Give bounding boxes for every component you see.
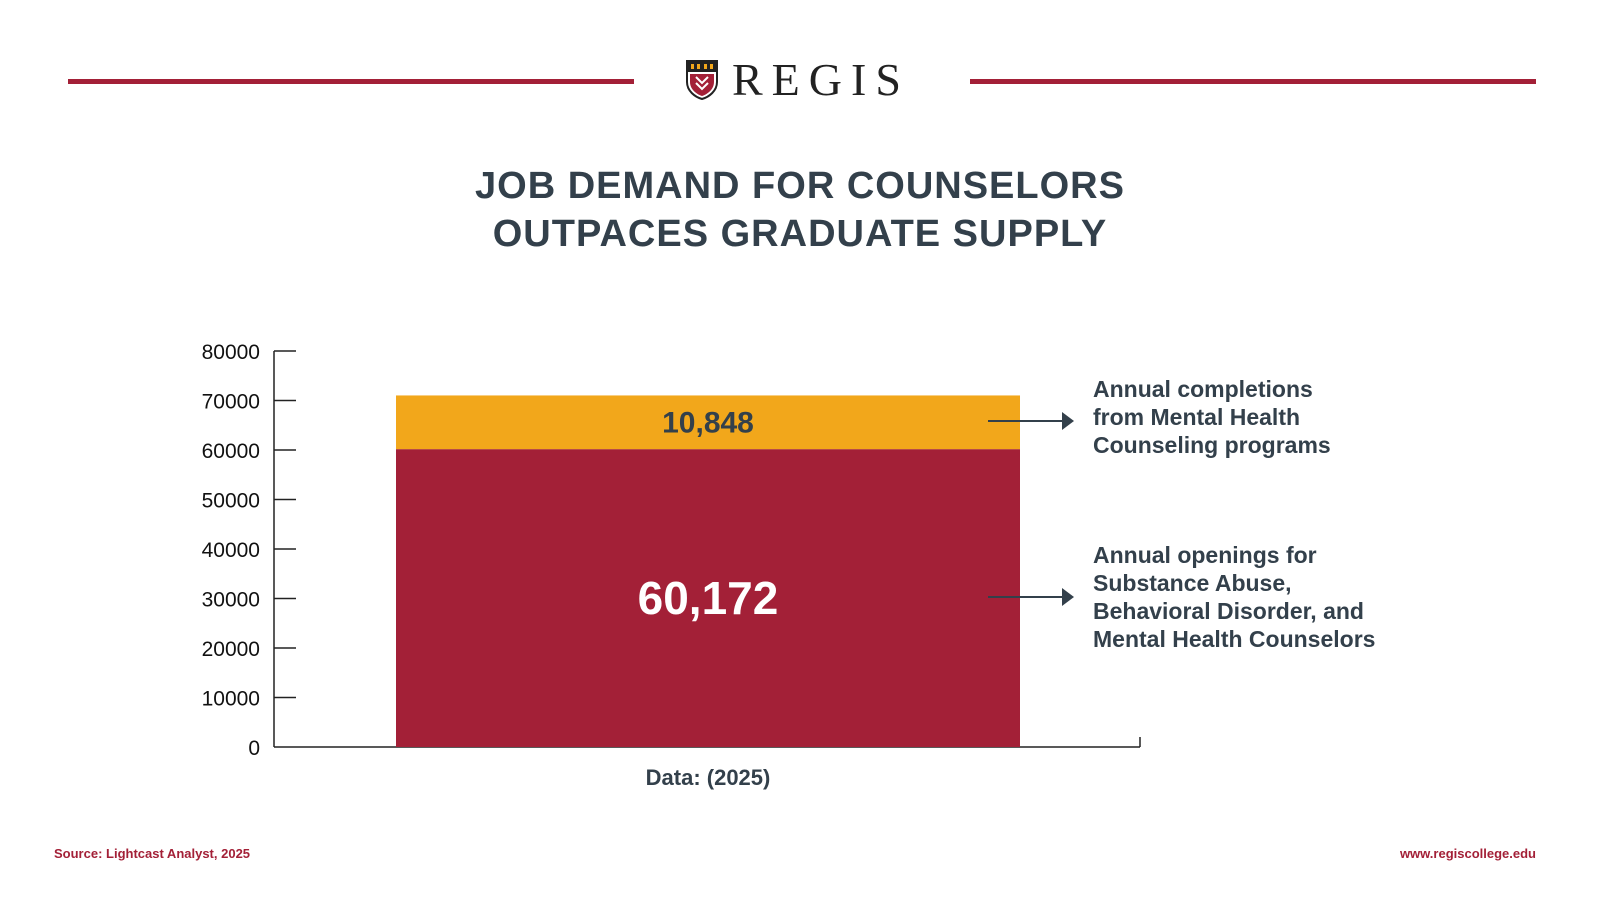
website-link[interactable]: www.regiscollege.edu xyxy=(1399,846,1536,861)
regis-shield-icon xyxy=(686,60,718,100)
annotation-arrowhead xyxy=(1062,412,1074,430)
bar-segment-1 xyxy=(396,395,1020,450)
y-tick-label: 80000 xyxy=(202,341,260,364)
annotation-line: from Mental Health xyxy=(1093,404,1301,430)
chart-title-line-2: OUTPACES GRADUATE SUPPLY xyxy=(492,213,1108,255)
annotation-line: Counseling programs xyxy=(1093,432,1331,458)
regis-logo: REGIS xyxy=(686,56,910,104)
y-tick-label: 30000 xyxy=(202,589,260,612)
y-tick-label: 70000 xyxy=(202,391,260,414)
data-label-1: 10,848 xyxy=(662,406,754,439)
annotation-completions: Annual completions from Mental Health Co… xyxy=(1093,375,1331,459)
y-tick-label: 20000 xyxy=(202,638,260,661)
source-note: Source: Lightcast Analyst, 2025 xyxy=(54,846,251,861)
annotation-arrowhead xyxy=(1062,588,1074,606)
annotation-line: Behavioral Disorder, and xyxy=(1093,598,1364,624)
annotation-line: Mental Health Counselors xyxy=(1093,626,1376,652)
annotation-openings: Annual openings for Substance Abuse, Beh… xyxy=(1093,541,1375,653)
chart-title-line-1: JOB DEMAND FOR COUNSELORS xyxy=(475,165,1125,207)
header-rule-right xyxy=(970,79,1536,84)
y-tick-label: 50000 xyxy=(202,490,260,513)
brand-name: REGIS xyxy=(732,54,910,105)
y-tick-label: 60000 xyxy=(202,440,260,463)
annotation-line: Annual openings for xyxy=(1093,542,1317,568)
bar-segment-0 xyxy=(396,449,1020,747)
annotation-line: Annual completions xyxy=(1093,376,1313,402)
data-label-0: 60,172 xyxy=(638,572,779,624)
header-rule-left xyxy=(68,79,634,84)
y-tick-label: 10000 xyxy=(202,688,260,711)
x-category-label: Data: (2025) xyxy=(646,765,771,790)
annotation-line: Substance Abuse, xyxy=(1093,570,1292,596)
y-tick-label: 40000 xyxy=(202,539,260,562)
y-tick-label: 0 xyxy=(248,737,260,760)
